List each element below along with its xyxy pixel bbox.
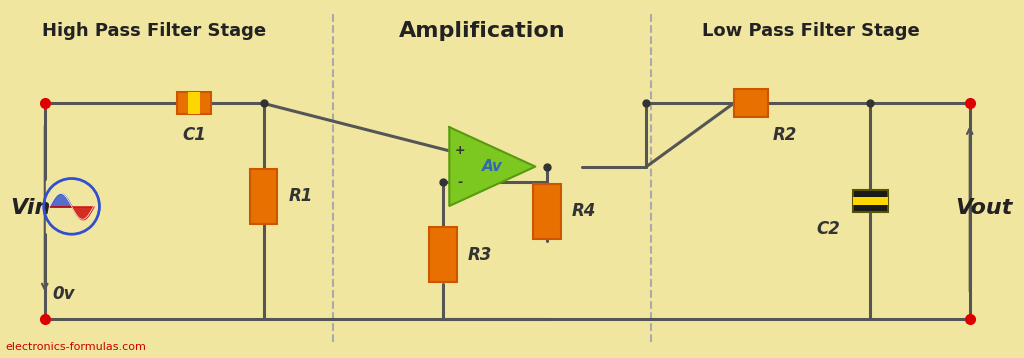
- Text: 0v: 0v: [52, 285, 75, 303]
- Polygon shape: [450, 127, 536, 206]
- FancyBboxPatch shape: [853, 197, 888, 205]
- Text: +: +: [455, 144, 466, 157]
- FancyBboxPatch shape: [534, 184, 561, 239]
- Text: Low Pass Filter Stage: Low Pass Filter Stage: [701, 22, 920, 40]
- Text: High Pass Filter Stage: High Pass Filter Stage: [42, 22, 266, 40]
- Text: R3: R3: [468, 246, 492, 263]
- FancyBboxPatch shape: [176, 92, 211, 114]
- FancyBboxPatch shape: [733, 90, 768, 117]
- Text: Av: Av: [482, 159, 503, 174]
- Text: electronics-formulas.com: electronics-formulas.com: [5, 342, 145, 352]
- FancyBboxPatch shape: [853, 190, 888, 212]
- Text: R2: R2: [773, 126, 797, 144]
- Text: C1: C1: [182, 126, 206, 144]
- Text: Amplification: Amplification: [399, 21, 565, 41]
- FancyBboxPatch shape: [250, 169, 278, 224]
- Text: Vin: Vin: [10, 198, 50, 218]
- Text: R4: R4: [571, 202, 596, 220]
- Text: Vout: Vout: [954, 198, 1012, 218]
- Text: R1: R1: [289, 187, 312, 205]
- Text: -: -: [458, 176, 463, 189]
- Text: C2: C2: [816, 220, 841, 238]
- FancyBboxPatch shape: [188, 92, 200, 114]
- FancyBboxPatch shape: [429, 227, 457, 282]
